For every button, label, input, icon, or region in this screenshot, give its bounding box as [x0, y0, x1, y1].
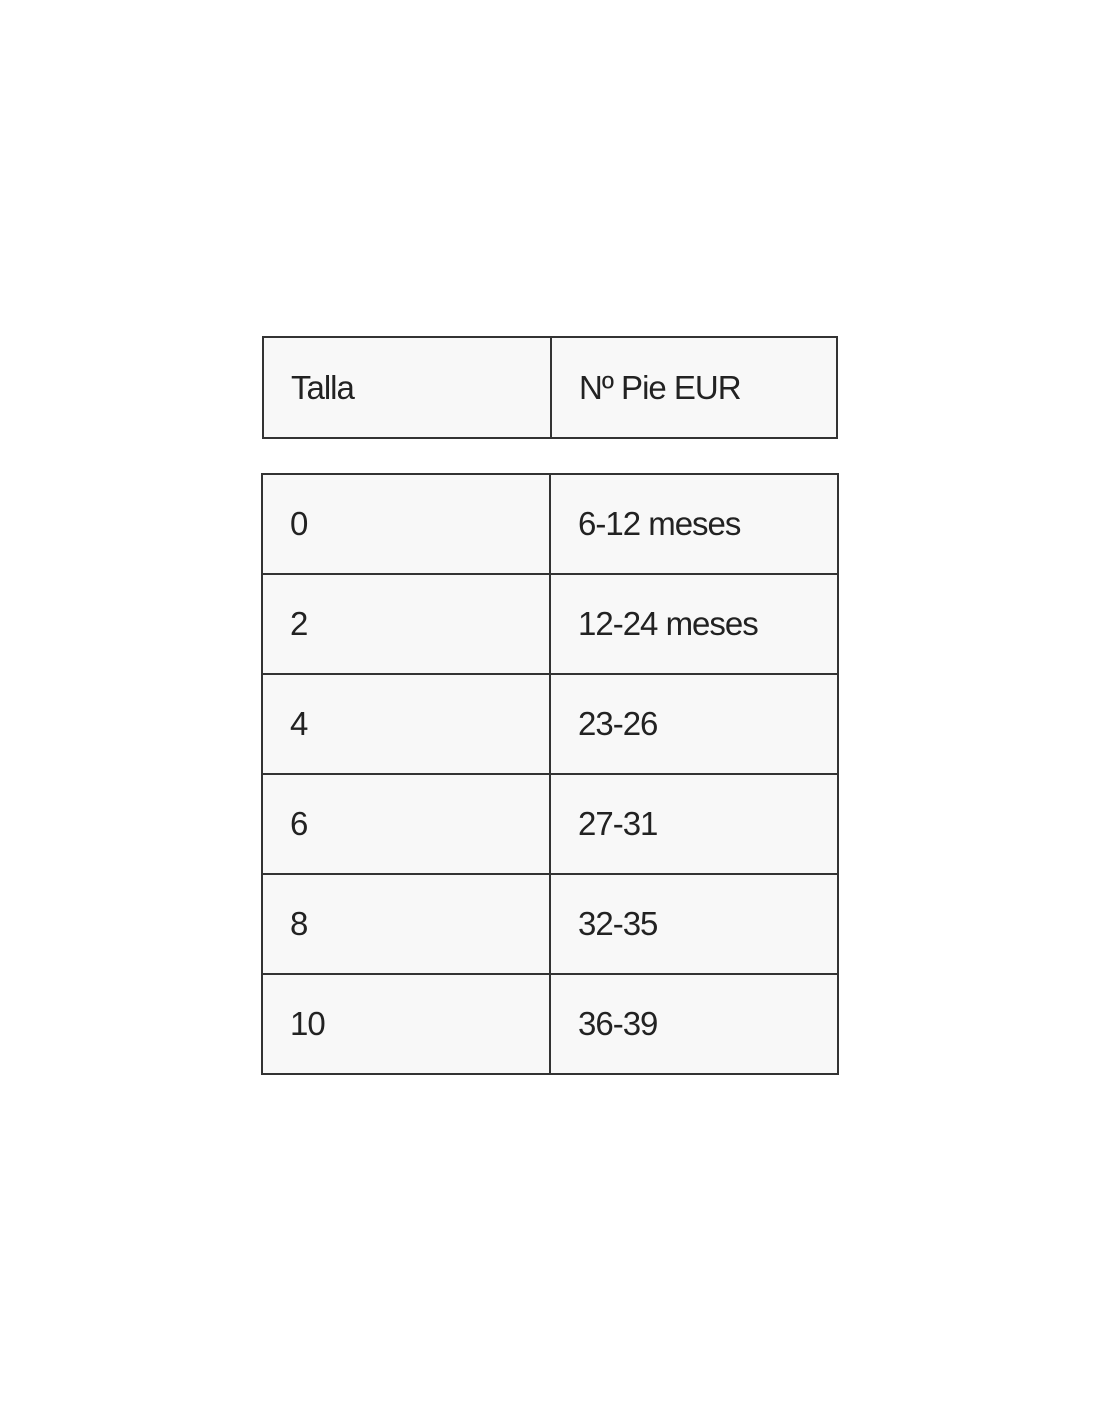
- table-row: 2 12-24 meses: [261, 573, 839, 675]
- table-row: 0 6-12 meses: [261, 473, 839, 575]
- table-row: 8 32-35: [261, 873, 839, 975]
- cell-talla: 0: [261, 473, 551, 575]
- table-row: 10 36-39: [261, 973, 839, 1075]
- cell-talla: 8: [261, 873, 551, 975]
- header-row: Talla Nº Pie EUR: [262, 336, 838, 439]
- cell-pie-eur: 32-35: [549, 873, 839, 975]
- cell-pie-eur: 23-26: [549, 673, 839, 775]
- size-table-header: Talla Nº Pie EUR: [262, 336, 838, 439]
- table-row: 6 27-31: [261, 773, 839, 875]
- cell-pie-eur: 6-12 meses: [549, 473, 839, 575]
- header-pie-eur: Nº Pie EUR: [550, 336, 838, 439]
- cell-pie-eur: 27-31: [549, 773, 839, 875]
- cell-pie-eur: 12-24 meses: [549, 573, 839, 675]
- table-row: 4 23-26: [261, 673, 839, 775]
- cell-talla: 4: [261, 673, 551, 775]
- cell-talla: 6: [261, 773, 551, 875]
- header-talla: Talla: [262, 336, 552, 439]
- cell-talla: 10: [261, 973, 551, 1075]
- cell-talla: 2: [261, 573, 551, 675]
- size-table-body: 0 6-12 meses 2 12-24 meses 4 23-26 6 27-31 8…: [261, 473, 839, 1075]
- cell-pie-eur: 36-39: [549, 973, 839, 1075]
